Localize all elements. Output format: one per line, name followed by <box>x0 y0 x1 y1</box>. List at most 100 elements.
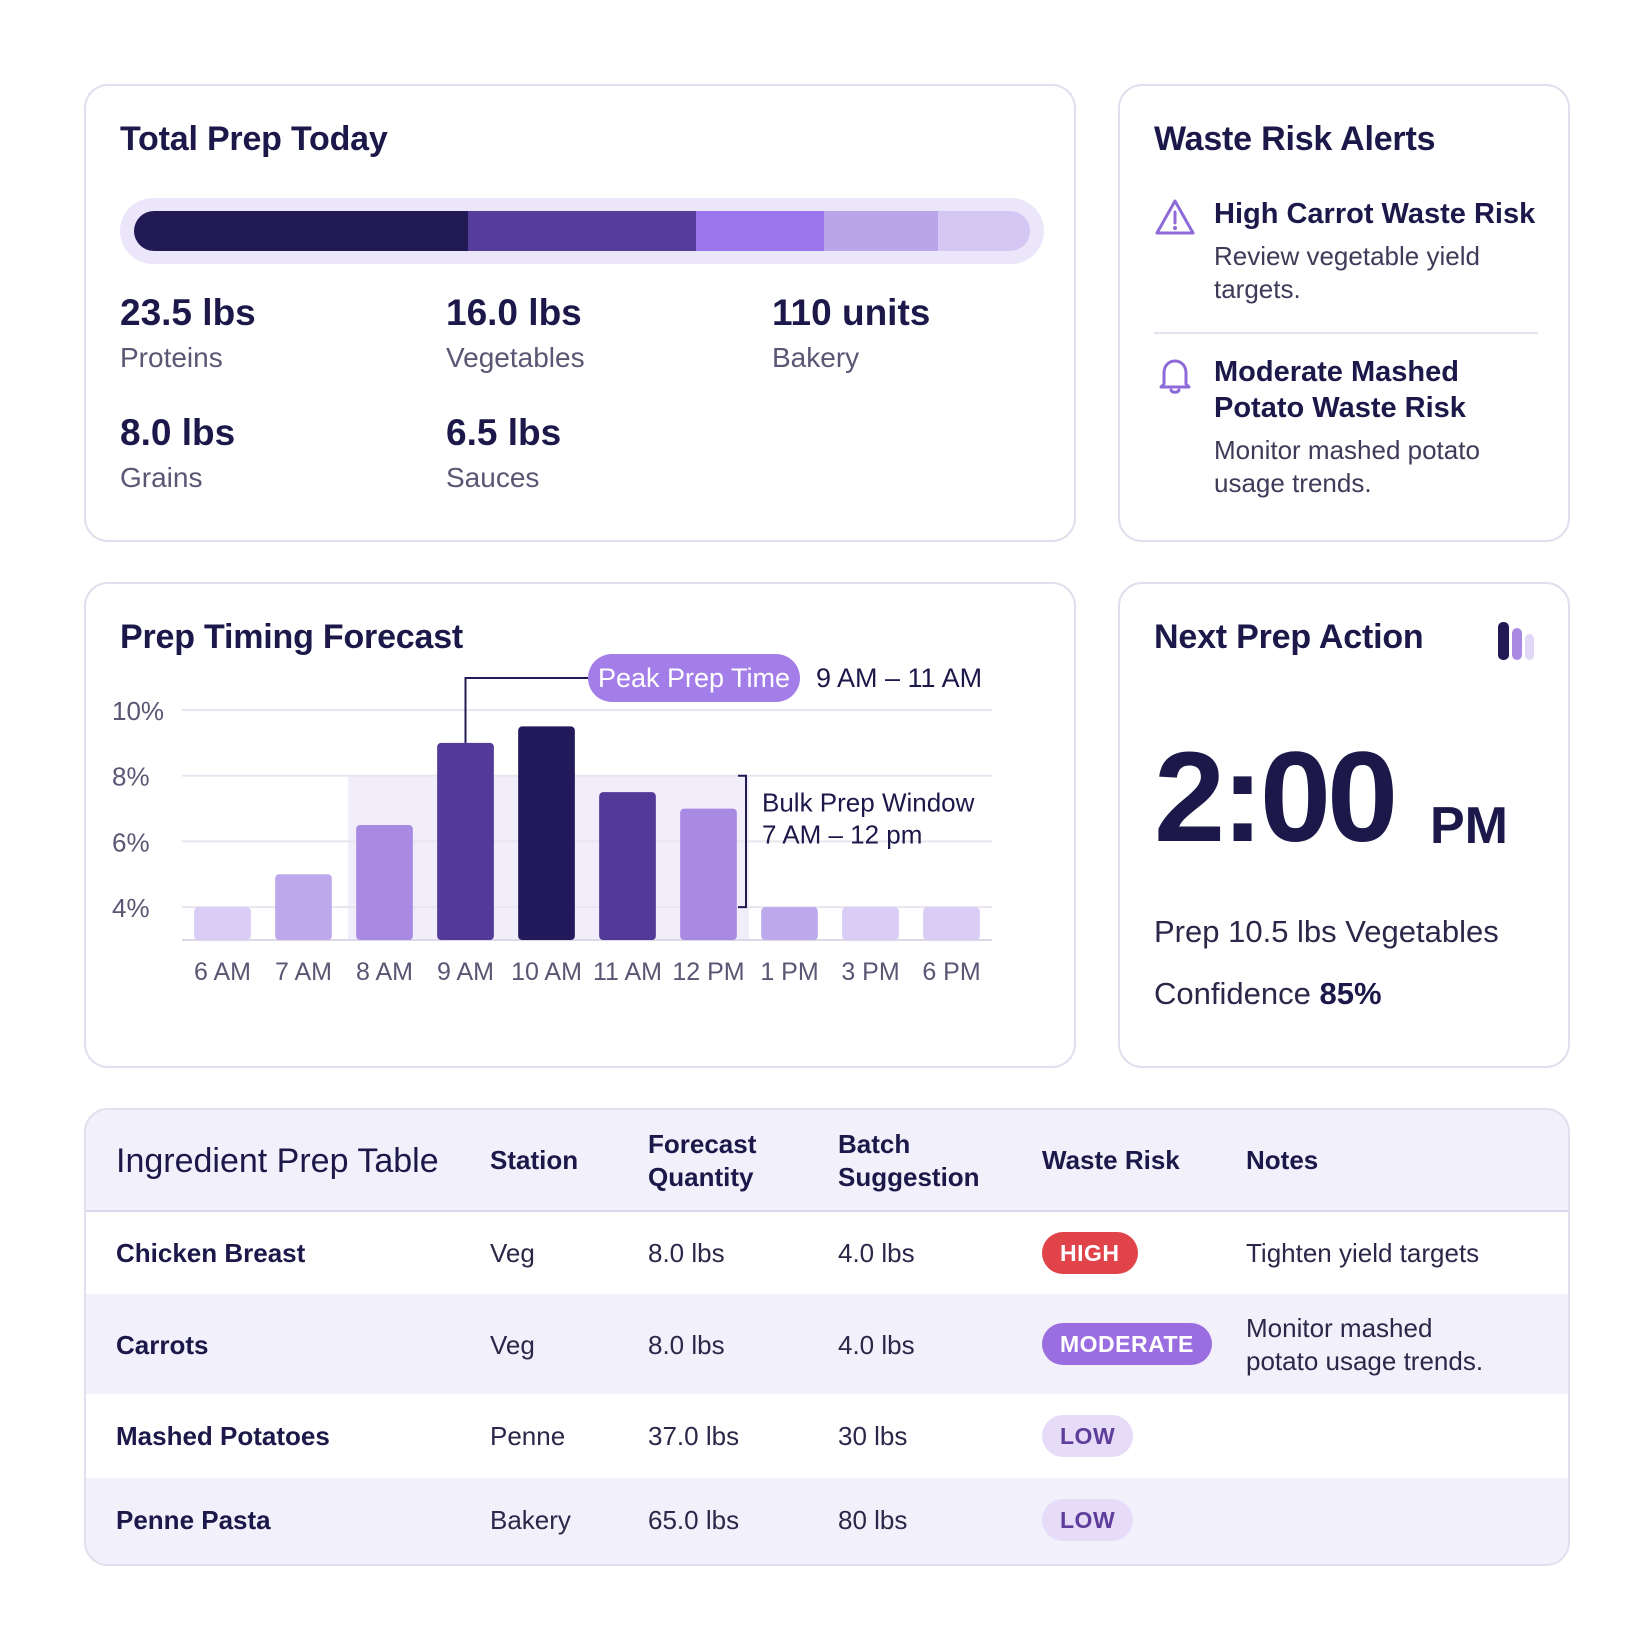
bars-icon[interactable] <box>1496 620 1540 662</box>
confidence-value: 85% <box>1319 976 1382 1011</box>
x-tick-label: 7 AM <box>275 958 332 986</box>
stat-vegetables: 16.0 lbs Vegetables <box>446 292 585 374</box>
column-header-forecast[interactable]: Forecast Quantity <box>648 1128 756 1194</box>
x-tick-label: 1 PM <box>760 958 818 986</box>
header-line: Forecast <box>648 1129 757 1159</box>
prep-timing-forecast-card: Prep Timing Forecast 10% 8% 6% 4% 6 AM 7 AM 8 … <box>84 582 1076 1068</box>
peak-prep-range: 9 AM – 11 AM <box>816 663 982 693</box>
header-line: Quantity <box>648 1162 754 1192</box>
bar-9-am <box>437 742 494 940</box>
bar-segment-1 <box>468 211 696 251</box>
x-tick-label: 6 AM <box>194 958 251 986</box>
stat-value: 6.5 lbs <box>446 412 562 453</box>
cell-forecast: 8.0 lbs <box>648 1238 725 1268</box>
x-tick-label: 10 AM <box>511 958 582 986</box>
alert-description: Monitor mashed potato usage trends. <box>1214 435 1480 498</box>
column-header-waste-risk[interactable]: Waste Risk <box>1042 1145 1180 1175</box>
cell-station: Bakery <box>490 1505 571 1535</box>
bulk-window-label: Bulk Prep Window <box>762 788 975 818</box>
column-header-station[interactable]: Station <box>490 1145 579 1175</box>
alert-title: High Carrot Waste Risk <box>1214 198 1536 230</box>
stat-label: Bakery <box>772 342 860 373</box>
bulk-window-bracket <box>738 774 747 909</box>
cell-ingredient: Chicken Breast <box>116 1238 306 1268</box>
waste-risk-badge: LOW <box>1042 1415 1134 1457</box>
y-tick-label: 4% <box>112 893 150 923</box>
next-action-confidence: Confidence 85% <box>1154 976 1382 1012</box>
table-row[interactable]: Chicken Breast Veg 8.0 lbs 4.0 lbs HIGH … <box>86 1212 1568 1294</box>
notes-line: potato usage trends. <box>1246 1346 1484 1376</box>
cell-station: Veg <box>490 1238 535 1268</box>
bar-segment-3 <box>823 211 938 251</box>
cell-notes: Monitor mashed potato usage trends. <box>1246 1312 1483 1378</box>
bar-11-am <box>599 792 656 940</box>
x-tick-label: 12 PM <box>672 958 744 986</box>
notes-line: Monitor mashed <box>1246 1313 1433 1343</box>
stat-value: 23.5 lbs <box>120 292 256 333</box>
total-prep-title: Total Prep Today <box>120 120 388 158</box>
stat-value: 8.0 lbs <box>120 412 236 453</box>
cell-ingredient: Mashed Potatoes <box>116 1421 330 1451</box>
table-row[interactable]: Penne Pasta Bakery 65.0 lbs 80 lbs LOW <box>86 1478 1568 1564</box>
peak-prep-pill <box>588 654 800 702</box>
bar-12-pm <box>680 808 737 940</box>
cell-batch: 4.0 lbs <box>838 1238 915 1268</box>
cell-forecast: 37.0 lbs <box>648 1421 740 1451</box>
total-prep-card: Total Prep Today 23.5 lbs Proteins 16.0 … <box>84 84 1076 542</box>
bar-7-am <box>275 874 332 940</box>
next-action-time: 2:00 <box>1154 726 1398 869</box>
cell-station: Penne <box>490 1421 566 1451</box>
table-header: Ingredient Prep Table Station Forecast Q… <box>86 1110 1568 1212</box>
next-action-task: Prep 10.5 lbs Vegetables <box>1154 914 1499 949</box>
table-row[interactable]: Carrots Veg 8.0 lbs 4.0 lbs MODERATE Mon… <box>86 1294 1568 1394</box>
alert-item-carrot[interactable]: High Carrot Waste Risk Review vegetable … <box>1154 196 1544 316</box>
bar-segment-0 <box>134 211 469 251</box>
cell-batch: 30 lbs <box>838 1421 908 1451</box>
cell-ingredient: Penne Pasta <box>116 1505 271 1535</box>
bar-10-am <box>518 726 575 940</box>
cell-notes: Tighten yield targets <box>1246 1238 1480 1268</box>
waste-risk-badge: MODERATE <box>1042 1323 1212 1365</box>
y-tick-label: 8% <box>112 762 150 792</box>
bulk-window-range: 7 AM – 12 pm <box>762 820 922 850</box>
bar-6-pm <box>923 907 980 940</box>
column-header-notes[interactable]: Notes <box>1246 1145 1319 1175</box>
prep-progress-track <box>120 198 1044 264</box>
next-action-ampm: PM <box>1430 797 1508 855</box>
alert-divider <box>1154 332 1538 334</box>
y-tick-label: 6% <box>112 827 150 857</box>
prep-timing-chart: 10% 8% 6% 4% 6 AM 7 AM 8 AM 9 AM 10 AM 11 AM 12 PM… <box>112 654 992 986</box>
waste-risk-alerts-card: Waste Risk Alerts High Carrot Waste Risk… <box>1118 84 1570 542</box>
stat-label: Proteins <box>120 342 223 373</box>
table-row[interactable]: Mashed Potatoes Penne 37.0 lbs 30 lbs LO… <box>86 1394 1568 1478</box>
stat-value: 110 units <box>772 292 931 333</box>
stat-proteins: 23.5 lbs Proteins <box>120 292 256 374</box>
y-tick-label: 10% <box>112 696 164 726</box>
waste-risk-badge: HIGH <box>1042 1232 1138 1274</box>
alert-description: Review vegetable yield targets. <box>1214 241 1480 304</box>
warning-triangle-icon <box>1155 199 1195 235</box>
header-line: Batch <box>838 1129 911 1159</box>
bar-8-am <box>356 825 413 940</box>
alert-item-mashed-potato[interactable]: Moderate Mashed Potato Waste Risk Monito… <box>1154 354 1544 514</box>
bar-1-pm <box>761 907 818 940</box>
stat-label: Grains <box>120 462 203 493</box>
bar-segment-4 <box>937 211 1030 251</box>
stat-value: 16.0 lbs <box>446 292 582 333</box>
forecast-title: Prep Timing Forecast <box>120 618 464 656</box>
stat-label: Sauces <box>446 462 540 493</box>
stat-sauces: 6.5 lbs Sauces <box>446 412 561 494</box>
alerts-title: Waste Risk Alerts <box>1154 120 1436 158</box>
column-header-batch[interactable]: Batch Suggestion <box>838 1128 980 1194</box>
bell-icon <box>1159 359 1191 394</box>
cell-forecast: 8.0 lbs <box>648 1330 725 1360</box>
cell-forecast: 65.0 lbs <box>648 1505 740 1535</box>
x-tick-label: 6 PM <box>922 958 980 986</box>
stat-label: Vegetables <box>446 342 585 373</box>
x-tick-label: 8 AM <box>356 958 413 986</box>
next-action-title: Next Prep Action <box>1154 618 1424 656</box>
ingredient-prep-table: Ingredient Prep Table Station Forecast Q… <box>84 1108 1570 1566</box>
cell-station: Veg <box>490 1330 535 1360</box>
confidence-label: Confidence <box>1154 976 1311 1011</box>
x-tick-label: 3 PM <box>841 958 899 986</box>
